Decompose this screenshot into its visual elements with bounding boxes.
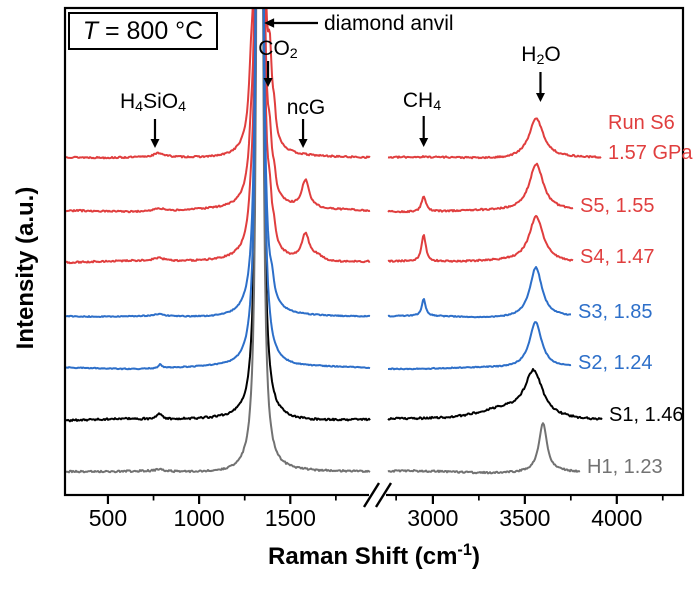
annotation-h2o-label: H2O: [521, 43, 561, 69]
series-label-S4: S4, 1.47: [580, 246, 655, 268]
annotation-ncg-arrowhead: [298, 139, 308, 148]
spectrum-H1: [387, 422, 581, 475]
spectrum-S1: [66, 9, 371, 423]
series-label-S6-line2: 1.57 GPa: [608, 142, 693, 164]
annotation-diamond-anvil-arrowhead: [264, 18, 275, 28]
annotation-ncg-label: ncG: [286, 96, 326, 119]
spectrum-S2: [388, 321, 572, 371]
spectrum-S4: [66, 9, 371, 265]
series-label-H1: H1, 1.23: [587, 456, 663, 478]
x-axis-label: Raman Shift (cm-1): [268, 541, 480, 570]
annotation-co2-arrowhead: [263, 78, 273, 87]
axis-break-mark: [374, 482, 393, 508]
spectrum-S3: [387, 266, 571, 319]
y-axis-label: Intensity (a.u.): [12, 186, 39, 350]
x-tick-label-4000: 4000: [591, 505, 643, 531]
series-label-S5: S5, 1.55: [580, 195, 655, 217]
spectrum-S6: [66, 9, 371, 160]
spectrum-S3: [66, 9, 371, 318]
series-label-S3: S3, 1.85: [578, 301, 653, 323]
spectrum-S5: [66, 9, 371, 214]
spectrum-S1: [387, 368, 603, 421]
spectrum-S4: [387, 214, 574, 263]
temperature-title: T = 800 °C: [82, 17, 204, 45]
annotation-ch4-label: CH4: [402, 89, 442, 115]
annotation-co2-label: CO2: [258, 37, 298, 63]
spectrum-S5: [387, 162, 574, 214]
annotation-h4sio4-label: H4SiO4: [119, 90, 187, 116]
annotation-diamond-anvil-label: diamond anvil: [324, 12, 454, 35]
annotation-ch4-arrowhead: [419, 138, 429, 147]
x-tick-label-1500: 1500: [264, 505, 316, 531]
x-tick-label-1000: 1000: [173, 505, 225, 531]
spectrum-H1: [66, 9, 371, 474]
series-label-S2: S2, 1.24: [578, 352, 653, 374]
spectrum-S6: [387, 117, 602, 160]
temperature-title-box: T = 800 °C: [68, 12, 218, 50]
annotation-h4sio4-arrowhead: [150, 139, 160, 148]
x-tick-label-3500: 3500: [499, 505, 551, 531]
annotation-h2o-arrowhead: [535, 93, 545, 102]
axis-break-mark: [362, 482, 381, 508]
x-tick-label-500: 500: [88, 505, 128, 531]
series-label-S6-line1: Run S6: [608, 112, 675, 134]
series-label-S1: S1, 1.46: [609, 404, 684, 426]
spectrum-S2: [66, 9, 371, 371]
x-tick-label-3000: 3000: [407, 505, 459, 531]
